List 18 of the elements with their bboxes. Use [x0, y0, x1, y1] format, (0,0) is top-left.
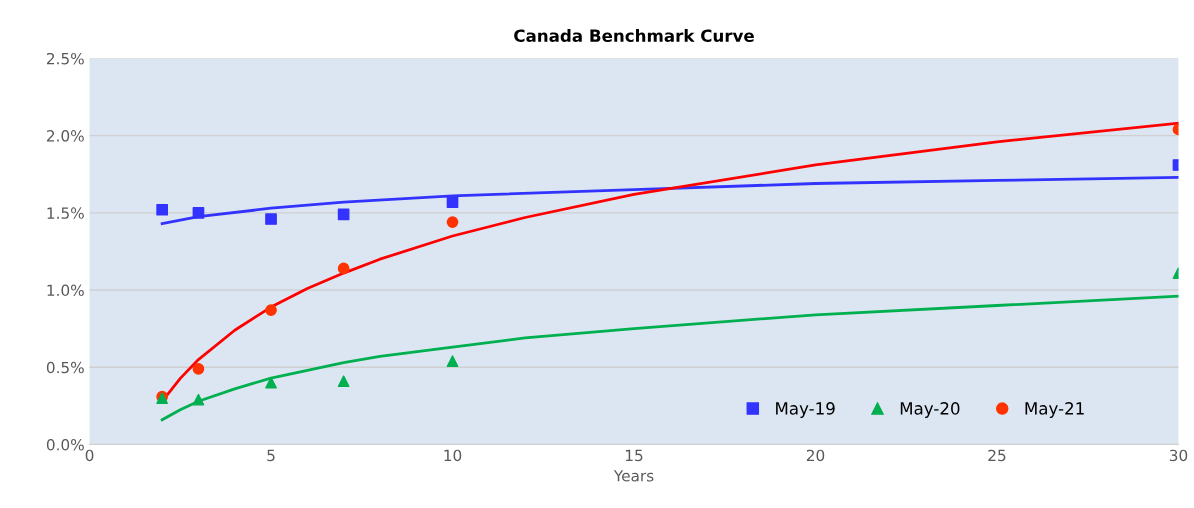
legend-label: May-20 — [900, 402, 960, 418]
y-tick-label: 0.5% — [46, 361, 84, 374]
y-tick-label: 1.0% — [47, 284, 84, 297]
x-tick-label: 30 — [1169, 449, 1188, 462]
x-tick-label: 5 — [267, 449, 275, 462]
x-tick-label: 20 — [806, 449, 825, 462]
legend-label: May-19 — [776, 402, 835, 418]
x-axis-title: Years — [613, 470, 654, 482]
y-tick-label: 2.0% — [47, 130, 84, 142]
chart-title: Canada Benchmark Curve — [514, 29, 754, 42]
legend-label: May-21 — [1025, 402, 1084, 418]
y-tick-label: 0.0% — [46, 438, 84, 451]
x-tick-label: 0 — [85, 449, 94, 462]
x-tick-label: 15 — [625, 449, 643, 462]
y-tick-label: 2.5% — [47, 52, 84, 65]
x-tick-label: 25 — [988, 449, 1006, 462]
y-tick-label: 1.5% — [47, 207, 84, 219]
x-tick-label: 10 — [444, 449, 462, 462]
